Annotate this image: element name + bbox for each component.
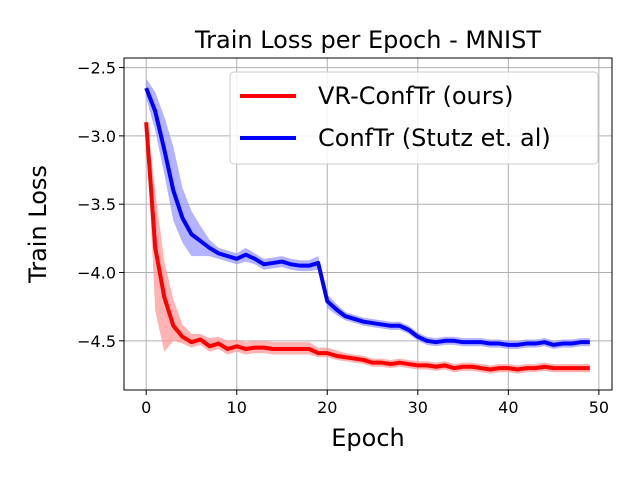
ticks: 0 10 20 30 40 50 −2.5 −3.0 −3.5 −4.0 −4.5 [77, 59, 609, 417]
plot-area [144, 78, 590, 374]
legend-box [229, 71, 599, 165]
legend: VR-ConfTr (ours) ConfTr (Stutz et. al) [229, 71, 599, 165]
x-tick-label: 0 [141, 398, 151, 417]
y-tick-label: −3.5 [77, 195, 116, 214]
chart-title: Train Loss per Epoch - MNIST [194, 26, 541, 54]
x-tick-label: 10 [227, 398, 247, 417]
y-tick-label: −4.5 [77, 332, 116, 351]
x-tick-label: 20 [317, 398, 337, 417]
axes-frame [123, 57, 613, 391]
x-tick-label: 30 [408, 398, 428, 417]
y-tick-label: −4.0 [77, 264, 116, 283]
y-tick-label: −2.5 [77, 59, 116, 78]
y-tick-label: −3.0 [77, 127, 116, 146]
series-1-line [144, 87, 590, 347]
x-axis-label: Epoch [331, 424, 405, 452]
y-axis-label: Train Loss [24, 165, 52, 284]
legend-label-conftr: ConfTr (Stutz et. al) [318, 124, 551, 152]
x-tick-label: 50 [589, 398, 609, 417]
series-0-line [144, 122, 590, 372]
legend-label-vr-conftr: VR-ConfTr (ours) [318, 82, 514, 110]
x-tick-label: 40 [498, 398, 518, 417]
